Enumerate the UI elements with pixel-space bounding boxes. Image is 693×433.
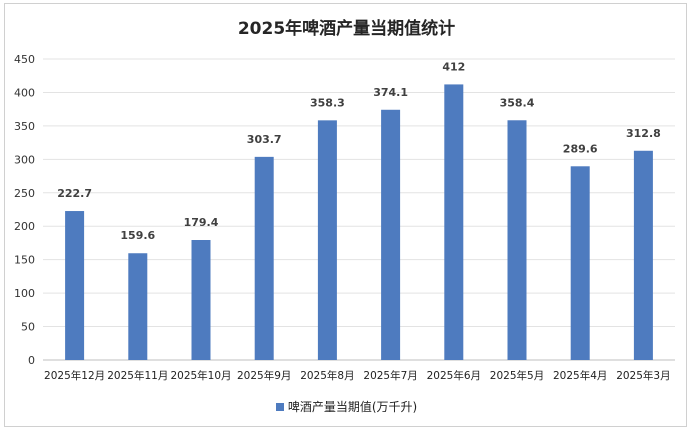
- bar: [381, 109, 401, 360]
- x-tick-label: 2025年12月: [44, 369, 105, 382]
- y-tick-label: 350: [14, 120, 35, 133]
- data-label: 303.7: [247, 133, 282, 146]
- y-tick-label: 100: [14, 287, 35, 300]
- chart-title: 2025年啤酒产量当期值统计: [237, 19, 456, 39]
- x-tick-label: 2025年3月: [616, 369, 670, 382]
- legend: 啤酒产量当期值(万千升): [0, 398, 693, 415]
- legend-label: 啤酒产量当期值(万千升): [287, 400, 418, 414]
- data-label: 312.8: [626, 127, 661, 140]
- legend-swatch: [275, 402, 284, 411]
- x-tick-label: 2025年9月: [237, 369, 291, 382]
- y-tick-label: 200: [14, 220, 35, 233]
- x-tick-label: 2025年6月: [427, 369, 481, 382]
- data-label: 159.6: [120, 229, 155, 242]
- data-label: 289.6: [563, 142, 598, 155]
- y-tick-label: 50: [21, 321, 35, 334]
- bar: [254, 156, 274, 360]
- bar: [507, 120, 527, 360]
- x-tick-label: 2025年10月: [170, 369, 231, 382]
- x-tick-label: 2025年11月: [107, 369, 168, 382]
- y-tick-label: 400: [14, 86, 35, 99]
- x-tick-label: 2025年4月: [553, 369, 607, 382]
- data-label: 179.4: [184, 216, 219, 229]
- bar: [570, 166, 590, 360]
- y-tick-label: 0: [28, 354, 35, 367]
- x-tick-label: 2025年7月: [363, 369, 417, 382]
- bar: [128, 253, 148, 360]
- bar: [444, 84, 464, 360]
- y-tick-label: 300: [14, 153, 35, 166]
- data-label: 358.3: [310, 96, 345, 109]
- bar: [633, 150, 653, 360]
- data-label: 374.1: [373, 86, 408, 99]
- bar: [317, 120, 337, 360]
- data-label: 412: [442, 60, 465, 73]
- x-tick-label: 2025年8月: [300, 369, 354, 382]
- data-label: 358.4: [500, 96, 535, 109]
- x-tick-label: 2025年5月: [490, 369, 544, 382]
- y-tick-label: 450: [14, 53, 35, 66]
- y-tick-label: 150: [14, 254, 35, 267]
- bar: [191, 240, 211, 360]
- y-tick-label: 250: [14, 187, 35, 200]
- bar: [65, 211, 85, 360]
- data-label: 222.7: [57, 187, 92, 200]
